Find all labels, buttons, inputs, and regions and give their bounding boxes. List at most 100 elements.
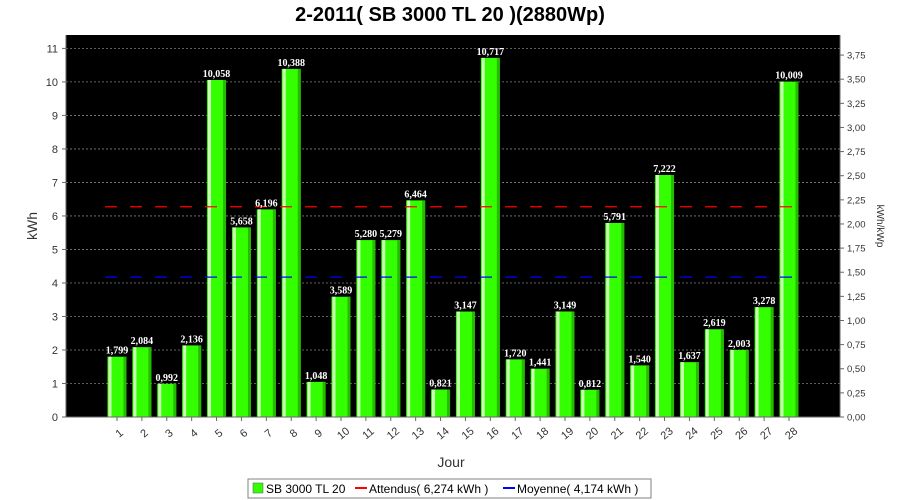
bar-value-label: 3,589 bbox=[330, 286, 353, 297]
bar bbox=[182, 345, 202, 417]
x-tick-label: 5 bbox=[213, 427, 225, 440]
x-tick-label: 21 bbox=[609, 425, 626, 442]
y-right-tick-label: 0,75 bbox=[847, 340, 866, 351]
x-tick-label: 14 bbox=[435, 425, 452, 442]
bar-value-label: 3,147 bbox=[454, 301, 477, 312]
bar bbox=[729, 349, 749, 417]
plot-area bbox=[66, 35, 840, 417]
y-tick-label: 3 bbox=[52, 311, 58, 323]
bar-value-label: 0,821 bbox=[429, 378, 452, 389]
bar-shade bbox=[720, 329, 724, 417]
y-axis-title: kWh bbox=[24, 212, 40, 240]
x-tick-label: 19 bbox=[559, 425, 576, 442]
bar-shade bbox=[372, 240, 376, 417]
bar-value-label: 2,619 bbox=[703, 318, 726, 329]
x-tick-label: 9 bbox=[313, 427, 325, 440]
bar-highlight bbox=[631, 365, 635, 417]
y-tick-label: 5 bbox=[52, 244, 58, 256]
bar bbox=[132, 347, 152, 417]
x-tick-label: 27 bbox=[758, 425, 775, 442]
bar-highlight bbox=[481, 57, 485, 418]
bar-value-label: 2,003 bbox=[728, 339, 751, 350]
bar-shade bbox=[646, 365, 650, 417]
bar-value-label: 1,637 bbox=[678, 351, 701, 362]
bar-shade bbox=[322, 381, 326, 417]
legend-item-bars: SB 3000 TL 20 bbox=[266, 482, 346, 496]
bar-shade bbox=[173, 383, 177, 417]
y-right-tick-label: 3,00 bbox=[847, 123, 866, 134]
x-tick-label: 18 bbox=[534, 425, 551, 442]
bar-highlight bbox=[680, 362, 684, 417]
bar bbox=[605, 222, 625, 417]
bar bbox=[406, 200, 426, 417]
bar-value-label: 0,812 bbox=[579, 379, 602, 390]
x-tick-label: 2 bbox=[138, 427, 150, 440]
bar bbox=[704, 329, 724, 417]
bar bbox=[256, 209, 276, 417]
bar bbox=[655, 174, 675, 417]
bar-highlight bbox=[208, 79, 212, 417]
bar-value-label: 5,791 bbox=[604, 212, 627, 223]
bar-shade bbox=[546, 368, 550, 417]
bar bbox=[455, 311, 475, 417]
bar bbox=[754, 307, 774, 417]
x-tick-label: 11 bbox=[360, 425, 376, 442]
bar-highlight bbox=[705, 329, 709, 417]
bar-value-label: 1,720 bbox=[504, 348, 527, 359]
y-tick-label: 10 bbox=[46, 77, 58, 89]
bar bbox=[207, 79, 227, 417]
bar-shade bbox=[770, 307, 774, 417]
bar-highlight bbox=[307, 381, 311, 417]
bar-highlight bbox=[183, 345, 187, 417]
bar bbox=[107, 356, 127, 417]
bar-value-label: 1,799 bbox=[106, 346, 129, 357]
bar-value-label: 2,084 bbox=[131, 336, 154, 347]
y-tick-label: 0 bbox=[52, 412, 58, 424]
y-right-tick-label: 2,25 bbox=[847, 195, 866, 206]
x-tick-label: 26 bbox=[733, 425, 750, 442]
y-tick-label: 4 bbox=[52, 278, 58, 290]
bar bbox=[679, 362, 699, 417]
y-right-tick-label: 1,00 bbox=[847, 316, 866, 327]
bar-shade bbox=[471, 311, 475, 417]
y-right-tick-label: 2,00 bbox=[847, 219, 866, 230]
bar-value-label: 1,540 bbox=[628, 354, 651, 365]
bar-highlight bbox=[108, 356, 112, 417]
bar-shade bbox=[795, 81, 799, 417]
bars bbox=[107, 57, 799, 418]
x-tick-label: 28 bbox=[783, 425, 800, 442]
bar-value-label: 0,992 bbox=[156, 373, 179, 384]
bar-highlight bbox=[581, 389, 585, 417]
legend: SB 3000 TL 20 Attendus( 6,274 kWh ) Moye… bbox=[247, 478, 652, 499]
bar-highlight bbox=[357, 240, 361, 417]
y-tick-label: 8 bbox=[52, 144, 58, 156]
bar bbox=[281, 68, 301, 417]
chart-title: 2-2011( SB 3000 TL 20 )(2880Wp) bbox=[295, 4, 605, 26]
legend-item-moyenne: Moyenne( 4,174 kWh ) bbox=[517, 482, 638, 496]
bar-shade bbox=[571, 311, 575, 417]
bar-value-label: 10,717 bbox=[477, 47, 505, 58]
bar bbox=[555, 311, 575, 417]
bar-shade bbox=[447, 389, 451, 417]
bar-value-label: 3,278 bbox=[753, 296, 776, 307]
bar-highlight bbox=[257, 209, 261, 417]
bar bbox=[231, 227, 251, 417]
bar-highlight bbox=[382, 240, 386, 417]
y-axis-right: 0,00 0,25 0,50 0,75 1,00 1,25 1,50 1,75 2,00 2,25… bbox=[839, 35, 866, 424]
bar-shade bbox=[198, 345, 202, 417]
x-tick-label: 12 bbox=[385, 425, 402, 442]
bar bbox=[331, 296, 351, 417]
bar bbox=[530, 368, 550, 417]
bar-highlight bbox=[506, 359, 510, 417]
bar-value-label: 10,388 bbox=[277, 58, 305, 69]
bar-value-label: 10,009 bbox=[775, 71, 803, 82]
x-tick-label: 15 bbox=[460, 425, 477, 442]
bar-value-label: 5,279 bbox=[380, 229, 403, 240]
bar bbox=[505, 359, 525, 417]
bar bbox=[779, 81, 799, 417]
x-tick-label: 23 bbox=[659, 425, 676, 442]
y-right-tick-label: 0,25 bbox=[847, 388, 866, 399]
bar-shade bbox=[621, 222, 625, 417]
y-axis-left: 0 1 2 3 4 5 6 7 8 9 10 11 bbox=[46, 35, 67, 424]
